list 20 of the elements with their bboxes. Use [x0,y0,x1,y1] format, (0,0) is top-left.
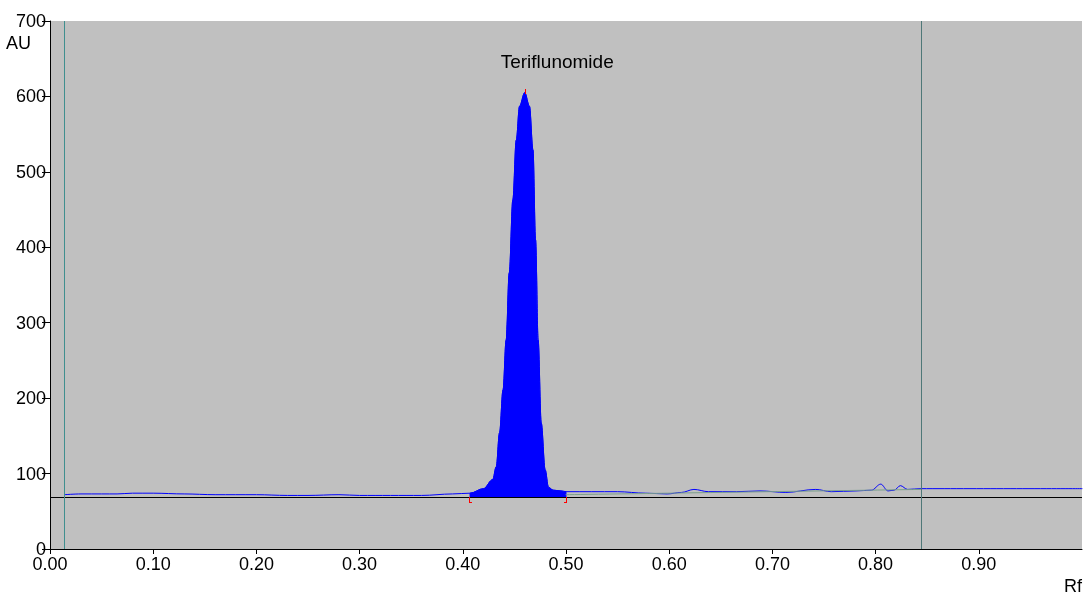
x-tick-label: 0.40 [445,554,481,574]
y-tick-label: 500 [15,161,46,182]
x-tick-label: 0.20 [238,554,274,574]
y-tick-label: 700 [15,11,46,31]
annotation: Teriflunomide [500,51,614,73]
x-tick-label: 0.50 [548,554,584,574]
y-tick-label: 300 [15,312,46,333]
x-tick-label: 0.00 [32,554,68,574]
x-tick-label: 0.80 [858,554,894,574]
y-tick-label: 200 [15,388,46,409]
y-tick-label: 100 [15,463,46,484]
x-tick-label: 0.30 [342,554,378,574]
y-axis-title: AU [6,33,32,53]
y-tick-label: 400 [15,237,46,258]
x-tick-label: 0.60 [651,554,687,574]
x-tick-label: 0.90 [961,554,997,574]
y-tick-label: 600 [15,86,46,107]
x-tick-label: 0.70 [754,554,790,574]
x-axis-title: Rf [1064,576,1083,596]
x-tick-label: 0.10 [135,554,171,574]
